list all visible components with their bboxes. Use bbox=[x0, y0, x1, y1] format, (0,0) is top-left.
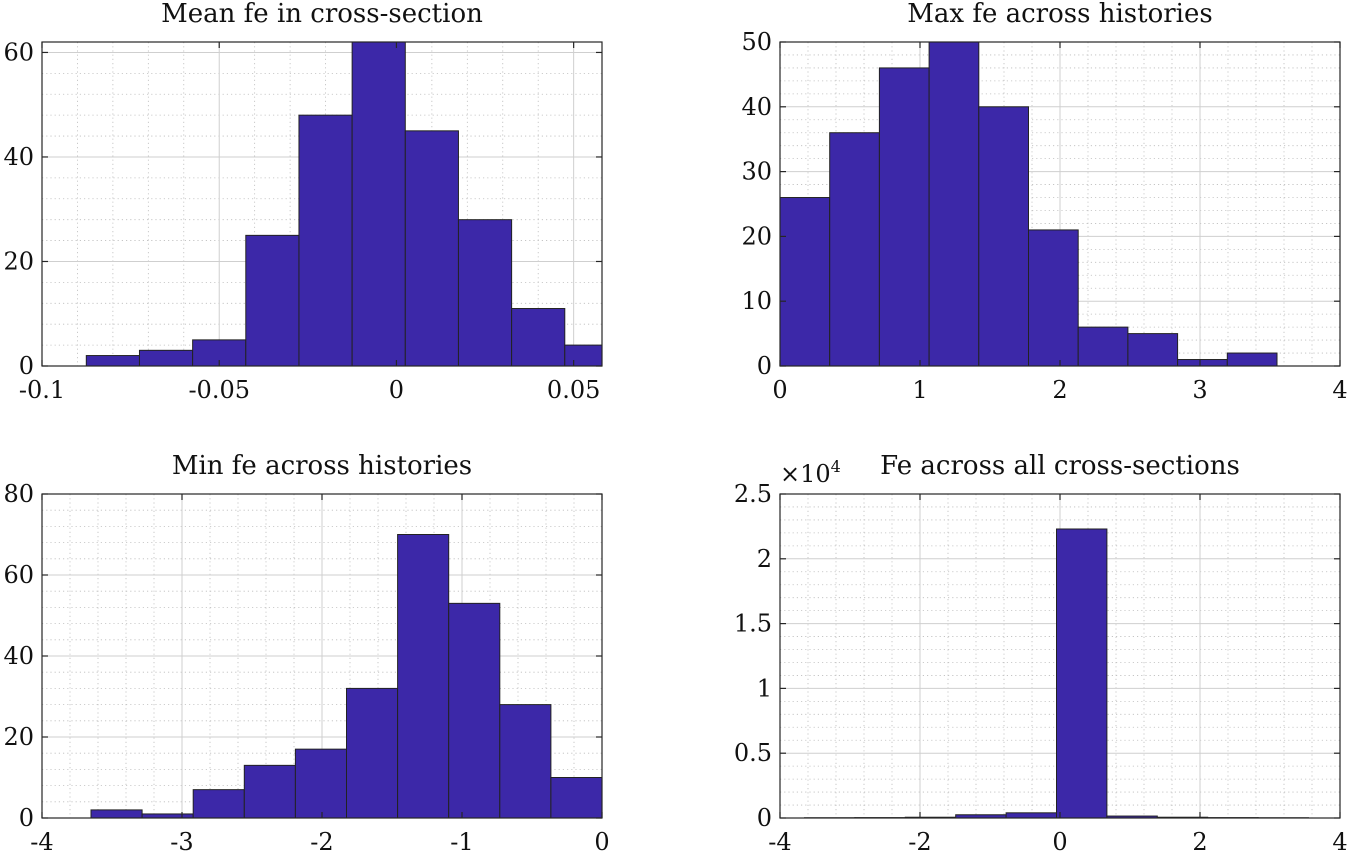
y-tick-label: 2.5 bbox=[734, 480, 772, 508]
x-tick-label: -2 bbox=[908, 828, 931, 854]
histogram-bar bbox=[138, 349, 194, 367]
histogram-min-fe: -4 -3 -2 -1 0 0 20 40 60 80 Min fe across historie… bbox=[3, 451, 609, 854]
minor-grid bbox=[780, 494, 1340, 818]
x-tick-label: 4 bbox=[1332, 828, 1347, 854]
histogram-bar bbox=[448, 602, 501, 819]
histogram-bar bbox=[192, 789, 245, 819]
histogram-bar bbox=[1226, 352, 1278, 367]
y-tick-label: 0 bbox=[19, 804, 34, 832]
y-tick-label: 40 bbox=[741, 93, 772, 121]
bars bbox=[779, 41, 1278, 367]
y-tick-label: 1.5 bbox=[734, 610, 772, 638]
chart-title: Mean fe in cross-section bbox=[161, 0, 483, 29]
histogram-bar bbox=[978, 106, 1029, 367]
histogram-bar bbox=[351, 41, 406, 367]
histogram-bar bbox=[245, 234, 300, 367]
histogram-mean-fe: -0.1 -0.05 0 0.05 0 20 40 60 Mean fe in cross-se… bbox=[3, 0, 603, 404]
y-tick-label: 0 bbox=[19, 352, 34, 380]
histogram-bar bbox=[1028, 229, 1079, 367]
histogram-bar bbox=[294, 748, 347, 819]
histogram-bar bbox=[85, 355, 140, 367]
y-tick-label: 1 bbox=[757, 674, 772, 702]
histogram-bar bbox=[1077, 326, 1129, 367]
chart-title: Max fe across histories bbox=[907, 0, 1212, 29]
y-exponent-power: 4 bbox=[831, 457, 841, 476]
histogram-bar bbox=[878, 67, 930, 367]
x-tick-label: 0 bbox=[1052, 828, 1067, 854]
bars bbox=[85, 41, 603, 367]
y-tick-label: 60 bbox=[3, 38, 34, 66]
y-tick-label: 30 bbox=[741, 158, 772, 186]
x-tick-label: 2 bbox=[1192, 828, 1207, 854]
histogram-bar bbox=[90, 809, 143, 819]
x-tick-label: 4 bbox=[1332, 376, 1347, 404]
y-tick-label: 10 bbox=[741, 287, 772, 315]
x-tick-label: 0 bbox=[594, 828, 609, 854]
y-tick-label: 20 bbox=[3, 723, 34, 751]
histogram-bar bbox=[243, 764, 296, 819]
histogram-fe-all: -4 -2 0 2 400.511.522.5×104 Fe across all cro… bbox=[734, 451, 1348, 854]
axis-ticks: -4 -2 0 2 4 0 0.5 1 1.5 2 2.5 bbox=[734, 480, 1348, 854]
histogram-bar bbox=[397, 534, 450, 819]
y-tick-label: 40 bbox=[3, 642, 34, 670]
x-tick-label: 3 bbox=[1192, 376, 1207, 404]
y-tick-label: 0.5 bbox=[734, 739, 772, 767]
histogram-bar bbox=[141, 813, 194, 819]
histogram-bar bbox=[511, 308, 566, 367]
x-tick-label: -0.05 bbox=[188, 376, 250, 404]
axes-box bbox=[41, 41, 603, 367]
x-tick-label: 2 bbox=[1052, 376, 1067, 404]
histogram-bar bbox=[1177, 359, 1228, 367]
histogram-bar bbox=[928, 41, 980, 367]
y-tick-label: 20 bbox=[3, 247, 34, 275]
x-tick-label: 0 bbox=[389, 376, 404, 404]
histogram-bar bbox=[346, 687, 399, 819]
x-tick-label: -4 bbox=[768, 828, 791, 854]
x-tick-label: 1 bbox=[912, 376, 927, 404]
x-tick-label: -0.1 bbox=[19, 376, 65, 404]
y-tick-label: 0 bbox=[757, 352, 772, 380]
x-tick-label: -2 bbox=[310, 828, 333, 854]
histogram-bar bbox=[404, 130, 459, 367]
bars bbox=[804, 528, 1309, 819]
y-tick-label: 2 bbox=[757, 545, 772, 573]
x-tick-label: -1 bbox=[450, 828, 473, 854]
histogram-bar bbox=[499, 704, 552, 819]
y-tick-label: 50 bbox=[741, 28, 772, 56]
axis-ticks: -4 -3 -2 -1 0 0 20 40 60 80 bbox=[3, 480, 609, 854]
chart-title: Fe across all cross-sections bbox=[880, 451, 1240, 481]
histogram-bar bbox=[298, 114, 353, 367]
x-tick-label: -4 bbox=[30, 828, 53, 854]
histogram-bar bbox=[779, 197, 831, 367]
x-tick-label: 0.05 bbox=[547, 376, 600, 404]
histogram-bar bbox=[1056, 528, 1108, 819]
y-tick-label: 80 bbox=[3, 480, 34, 508]
x-tick-label: 0 bbox=[772, 376, 787, 404]
y-tick-label: 60 bbox=[3, 561, 34, 589]
y-exponent-base: ×10 bbox=[780, 460, 831, 488]
axis-ticks: -0.1 -0.05 0 0.05 0 20 40 60 bbox=[3, 38, 602, 404]
y-tick-label: 20 bbox=[741, 222, 772, 250]
histogram-bar bbox=[1127, 333, 1179, 367]
histogram-bar bbox=[457, 219, 513, 367]
y-exponent-label: ×104 bbox=[780, 457, 841, 488]
bars bbox=[90, 534, 603, 819]
y-tick-label: 40 bbox=[3, 143, 34, 171]
histogram-bar bbox=[829, 132, 880, 367]
histogram-bar bbox=[564, 344, 603, 367]
histogram-bar bbox=[550, 777, 603, 819]
y-tick-label: 0 bbox=[757, 804, 772, 832]
x-tick-label: -3 bbox=[170, 828, 193, 854]
histogram-bar bbox=[1005, 812, 1057, 819]
chart-title: Min fe across histories bbox=[172, 451, 472, 481]
